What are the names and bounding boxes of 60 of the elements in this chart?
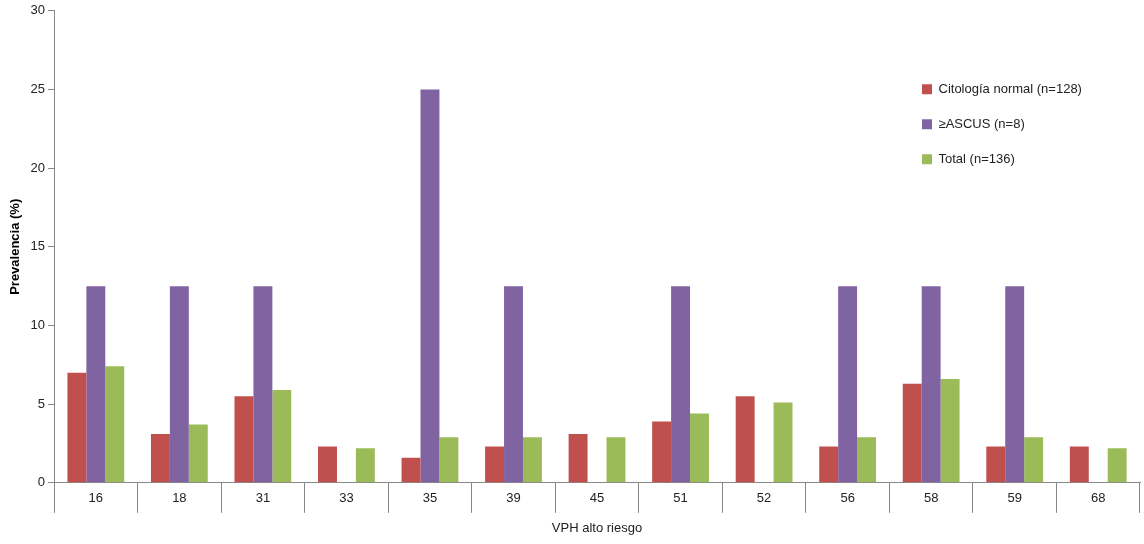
y-tick-label: 0 <box>37 474 46 490</box>
bar <box>86 286 106 483</box>
bar <box>902 383 922 483</box>
bar <box>272 389 292 483</box>
x-tick-label: 56 <box>840 490 855 506</box>
y-tick-label: 25 <box>30 81 46 97</box>
legend-label: ≥ASCUS (n=8) <box>938 115 1025 131</box>
bar <box>150 434 170 483</box>
bar <box>568 434 588 483</box>
x-tick-label: 31 <box>255 490 271 506</box>
bar <box>169 286 189 483</box>
bar <box>1005 286 1025 483</box>
bar <box>652 421 672 483</box>
x-tick-label: 52 <box>756 490 772 506</box>
y-tick-label: 10 <box>30 317 46 333</box>
x-tick-label: 59 <box>1007 490 1022 506</box>
bar <box>671 286 691 483</box>
bar <box>1024 437 1044 483</box>
bar <box>253 286 273 483</box>
legend-label: Total (n=136) <box>938 150 1015 166</box>
x-tick-label: 39 <box>506 490 521 506</box>
x-tick-label: 18 <box>172 490 187 506</box>
bar <box>504 286 523 483</box>
bar <box>522 437 542 483</box>
bar <box>857 437 877 483</box>
bar <box>838 286 858 483</box>
bar <box>1069 446 1089 483</box>
x-tick-label: 68 <box>1091 490 1106 506</box>
bar <box>986 446 1006 483</box>
y-tick-label: 20 <box>30 159 46 175</box>
bar <box>355 448 375 483</box>
bar <box>105 366 125 483</box>
x-tick-label: 45 <box>589 490 605 506</box>
bar <box>735 396 755 483</box>
bar <box>439 437 459 483</box>
bar <box>921 286 941 483</box>
bar <box>690 413 709 483</box>
x-tick-label: 33 <box>339 490 354 506</box>
x-tick-label: 16 <box>88 490 104 506</box>
y-tick-label: 30 <box>30 2 46 18</box>
bar <box>773 402 793 483</box>
legend-label: Citología normal (n=128) <box>938 80 1082 96</box>
bar <box>420 89 440 483</box>
x-tick-label: 51 <box>673 490 688 506</box>
y-tick-label: 15 <box>30 238 46 254</box>
bar <box>318 446 337 483</box>
x-axis-title: VPH alto riesgo <box>551 519 643 535</box>
y-tick-label: 5 <box>37 395 46 411</box>
bar <box>940 378 960 483</box>
bar <box>1107 448 1127 483</box>
bar <box>188 424 208 483</box>
y-axis-title: Prevalencia (%) <box>7 198 23 295</box>
bar <box>234 396 254 483</box>
x-tick-label: 35 <box>422 490 438 506</box>
bar <box>485 446 505 483</box>
bar <box>67 372 87 483</box>
x-tick-label: 58 <box>923 490 939 506</box>
bar <box>401 457 421 483</box>
bar <box>606 437 626 483</box>
bar <box>819 446 839 483</box>
